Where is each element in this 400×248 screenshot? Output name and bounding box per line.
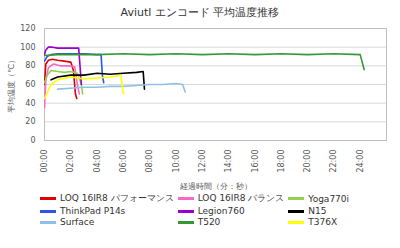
- svg-text:0: 0: [30, 136, 35, 145]
- svg-text:02:00: 02:00: [66, 150, 75, 173]
- svg-text:22:00: 22:00: [329, 150, 338, 173]
- html-text:LOQ 16IR8 パフォーマンス: LOQ 16IR8 パフォーマンス: [60, 193, 174, 203]
- svg-text:04:00: 04:00: [93, 150, 102, 173]
- svg-text:20: 20: [25, 117, 35, 126]
- html-text:ThinkPad P14s: ThinkPad P14s: [60, 206, 126, 216]
- svg-text:16:00: 16:00: [251, 150, 260, 173]
- svg-text:12:00: 12:00: [198, 150, 207, 173]
- svg-text:120: 120: [20, 24, 35, 33]
- html-text:T520: T520: [197, 217, 221, 227]
- svg-text:平均温度（℃）: 平均温度（℃）: [7, 56, 16, 113]
- svg-text:18:00: 18:00: [277, 150, 286, 173]
- svg-text:60: 60: [25, 80, 35, 89]
- html-text:N15: N15: [308, 206, 327, 216]
- svg-text:00:00: 00:00: [40, 150, 49, 173]
- html-text:T376X: T376X: [308, 217, 338, 227]
- html-text:LOQ 16IR8 バランス: LOQ 16IR8 バランス: [197, 193, 285, 203]
- svg-text:10:00: 10:00: [172, 150, 181, 173]
- svg-text:80: 80: [25, 61, 35, 70]
- svg-text:経過時間（分：秒）: 経過時間（分：秒）: [179, 182, 252, 191]
- html-text:Surface: Surface: [60, 217, 95, 227]
- svg-text:40: 40: [25, 99, 35, 108]
- svg-text:100: 100: [20, 43, 35, 52]
- svg-text:20:00: 20:00: [303, 150, 312, 173]
- svg-text:08:00: 08:00: [145, 150, 154, 173]
- html-text:Aviutl エンコード 平均温度推移: Aviutl エンコード 平均温度推移: [120, 6, 280, 19]
- svg-text:06:00: 06:00: [119, 150, 128, 173]
- svg-text:24:00: 24:00: [356, 150, 365, 173]
- svg-text:14:00: 14:00: [224, 150, 233, 173]
- html-text:Yoga770i: Yoga770i: [308, 193, 350, 204]
- html-text:Legion760: Legion760: [197, 206, 245, 216]
